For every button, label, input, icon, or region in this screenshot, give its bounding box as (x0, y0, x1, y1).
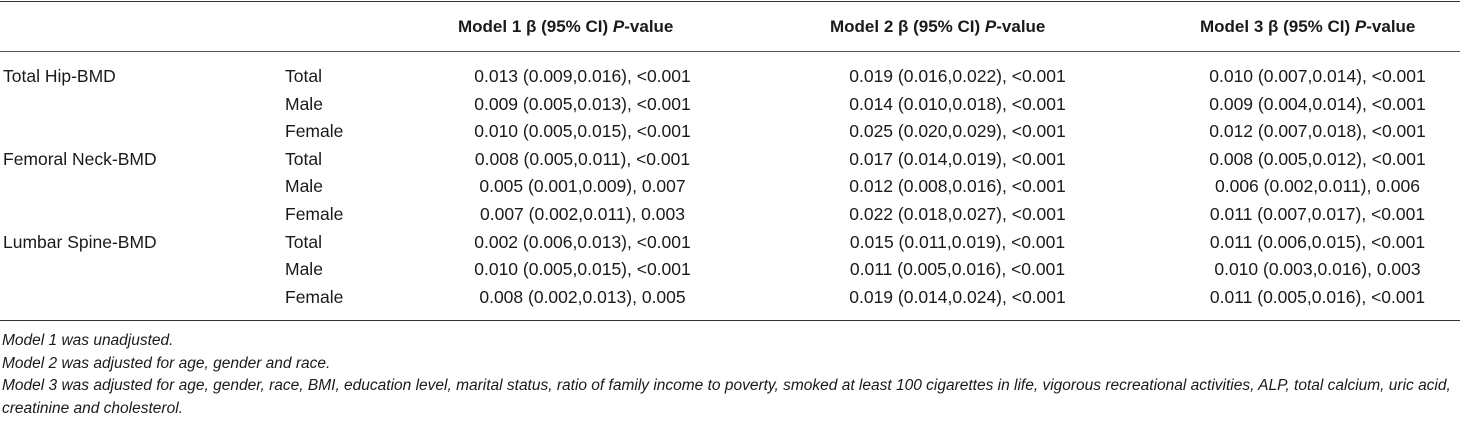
table-bottom-rule (0, 320, 1460, 321)
table-row: Male 0.005 (0.001,0.009), 0.007 0.012 (0.0… (0, 172, 1460, 200)
model-3-cell: 0.011 (0.005,0.016), <0.001 (1209, 286, 1426, 307)
subgroup-cell: Total (285, 66, 322, 86)
subgroup-cell: Total (285, 148, 322, 169)
table-row: Femoral Neck-BMD Total 0.008 (0.005,0.011)… (0, 145, 1460, 173)
model-1-cell: 0.009 (0.005,0.013), <0.001 (474, 93, 691, 114)
model-1-cell: 0.010 (0.005,0.015), <0.001 (474, 121, 691, 142)
model-2-cell: 0.022 (0.018,0.027), <0.001 (849, 204, 1066, 224)
subgroup-cell: Female (285, 204, 344, 224)
subgroup-cell: Male (285, 176, 323, 197)
model-3-cell: 0.008 (0.005,0.012), <0.001 (1209, 148, 1426, 169)
model-1-cell: 0.008 (0.005,0.011), <0.001 (474, 148, 691, 169)
model-1-cell: 0.005 (0.001,0.009), 0.007 (479, 176, 686, 197)
model-2-cell: 0.015 (0.011,0.019), <0.001 (849, 231, 1066, 252)
header-rule (0, 51, 1460, 52)
model-3-cell: 0.009 (0.004,0.014), <0.001 (1209, 93, 1426, 114)
header-model-3: Model 3 β (95% CI) P-value (1200, 17, 1416, 36)
model-2-cell: 0.012 (0.008,0.016), <0.001 (849, 176, 1066, 197)
table-footnotes: Model 1 was unadjusted. Model 2 was adju… (2, 330, 1452, 420)
model-3-cell: 0.011 (0.007,0.017), <0.001 (1209, 204, 1426, 224)
table-row: Female 0.007 (0.002,0.011), 0.003 0.022 (0… (0, 200, 1460, 228)
footnote-model-2: Model 2 was adjusted for age, gender and… (2, 354, 331, 372)
model-3-cell: 0.012 (0.007,0.018), <0.001 (1209, 121, 1426, 142)
table-row: Female 0.008 (0.002,0.013), 0.005 0.019 (0… (0, 283, 1460, 311)
model-1-cell: 0.007 (0.002,0.011), 0.003 (480, 204, 685, 224)
model-2-cell: 0.017 (0.014,0.019), <0.001 (849, 148, 1066, 169)
subgroup-cell: Female (285, 121, 344, 142)
table-row: Male 0.010 (0.005,0.015), <0.001 0.011 (0.… (0, 255, 1460, 283)
subgroup-cell: Male (285, 259, 323, 280)
table-top-rule (0, 1, 1460, 2)
header-model-2: Model 2 β (95% CI) P-value (830, 17, 1046, 36)
model-2-cell: 0.019 (0.014,0.024), <0.001 (849, 286, 1066, 307)
subgroup-cell: Male (285, 93, 323, 114)
subgroup-cell: Female (285, 286, 344, 307)
model-1-cell: 0.010 (0.005,0.015), <0.001 (474, 259, 691, 280)
model-3-cell: 0.011 (0.006,0.015), <0.001 (1209, 231, 1426, 252)
subgroup-cell: Total (285, 231, 322, 252)
header-model-1: Model 1 β (95% CI) P-value (458, 17, 674, 36)
model-1-cell: 0.002 (0.006,0.013), <0.001 (474, 231, 691, 252)
model-2-cell: 0.011 (0.005,0.016), <0.001 (849, 259, 1066, 280)
model-2-cell: 0.025 (0.020,0.029), <0.001 (849, 121, 1066, 142)
bmd-site-cell: Lumbar Spine-BMD (3, 231, 157, 252)
model-3-cell: 0.010 (0.007,0.014), <0.001 (1209, 66, 1426, 86)
table-row: Male 0.009 (0.005,0.013), <0.001 0.014 (0.… (0, 90, 1460, 118)
model-3-cell: 0.010 (0.003,0.016), 0.003 (1214, 259, 1421, 280)
model-2-cell: 0.019 (0.016,0.022), <0.001 (849, 66, 1066, 86)
table-row: Total Hip-BMD Total 0.013 (0.009,0.016), <… (0, 62, 1460, 90)
table-row: Female 0.010 (0.005,0.015), <0.001 0.025 (… (0, 117, 1460, 145)
bmd-site-cell: Total Hip-BMD (3, 66, 116, 86)
bmd-site-cell: Femoral Neck-BMD (3, 148, 157, 169)
model-1-cell: 0.013 (0.009,0.016), <0.001 (474, 66, 691, 86)
table-row: Lumbar Spine-BMD Total 0.002 (0.006,0.013)… (0, 228, 1460, 256)
model-1-cell: 0.008 (0.002,0.013), 0.005 (479, 286, 686, 307)
footnote-model-1: Model 1 was unadjusted. (2, 332, 174, 349)
model-3-cell: 0.006 (0.002,0.011), 0.006 (1215, 176, 1420, 197)
footnote-model-3: Model 3 was adjusted for age, gender, ra… (2, 377, 1451, 417)
model-2-cell: 0.014 (0.010,0.018), <0.001 (849, 93, 1066, 114)
